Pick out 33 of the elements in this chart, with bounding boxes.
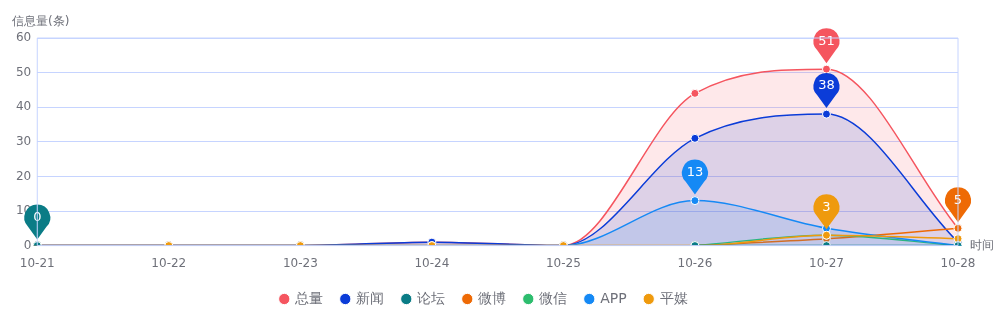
- y-axis-title: 信息量(条): [12, 14, 70, 29]
- x-tick-label: 10-27: [809, 255, 844, 270]
- x-tick-label: 10-24: [414, 255, 450, 270]
- y-tick-label: 40: [15, 99, 32, 114]
- legend-label: 微信: [539, 289, 568, 306]
- point: [821, 109, 831, 119]
- point: [690, 88, 700, 98]
- x-tick-label: 10-25: [545, 255, 581, 270]
- x-axis-title: 时间: [970, 237, 994, 252]
- point: [821, 64, 831, 74]
- x-tick-label: 10-21: [19, 255, 55, 270]
- y-tick-label: 60: [15, 30, 32, 45]
- x-tick-label: 10-28: [940, 255, 976, 270]
- data-label: 13: [686, 163, 704, 179]
- legend-label: 新闻: [356, 289, 385, 306]
- legend-label: 总量: [294, 289, 324, 306]
- legend-label: 论坛: [417, 289, 446, 306]
- legend-label: APP: [600, 289, 627, 306]
- y-tick-label: 50: [15, 64, 32, 79]
- point: [690, 196, 700, 206]
- y-tick-label: 0: [23, 237, 32, 252]
- data-label: 5: [953, 191, 963, 207]
- point: [690, 133, 700, 143]
- x-tick-label: 10-26: [677, 255, 713, 270]
- data-label: 51: [818, 32, 835, 48]
- x-tick-label: 10-23: [282, 255, 318, 270]
- data-label: 38: [818, 77, 835, 93]
- x-tick-label: 10-22: [151, 255, 187, 270]
- y-tick-label: 30: [15, 133, 32, 148]
- data-label: 3: [822, 198, 831, 214]
- legend-label: 微博: [478, 289, 507, 306]
- y-tick-label: 20: [15, 168, 32, 183]
- legend-label: 平媒: [659, 289, 688, 306]
